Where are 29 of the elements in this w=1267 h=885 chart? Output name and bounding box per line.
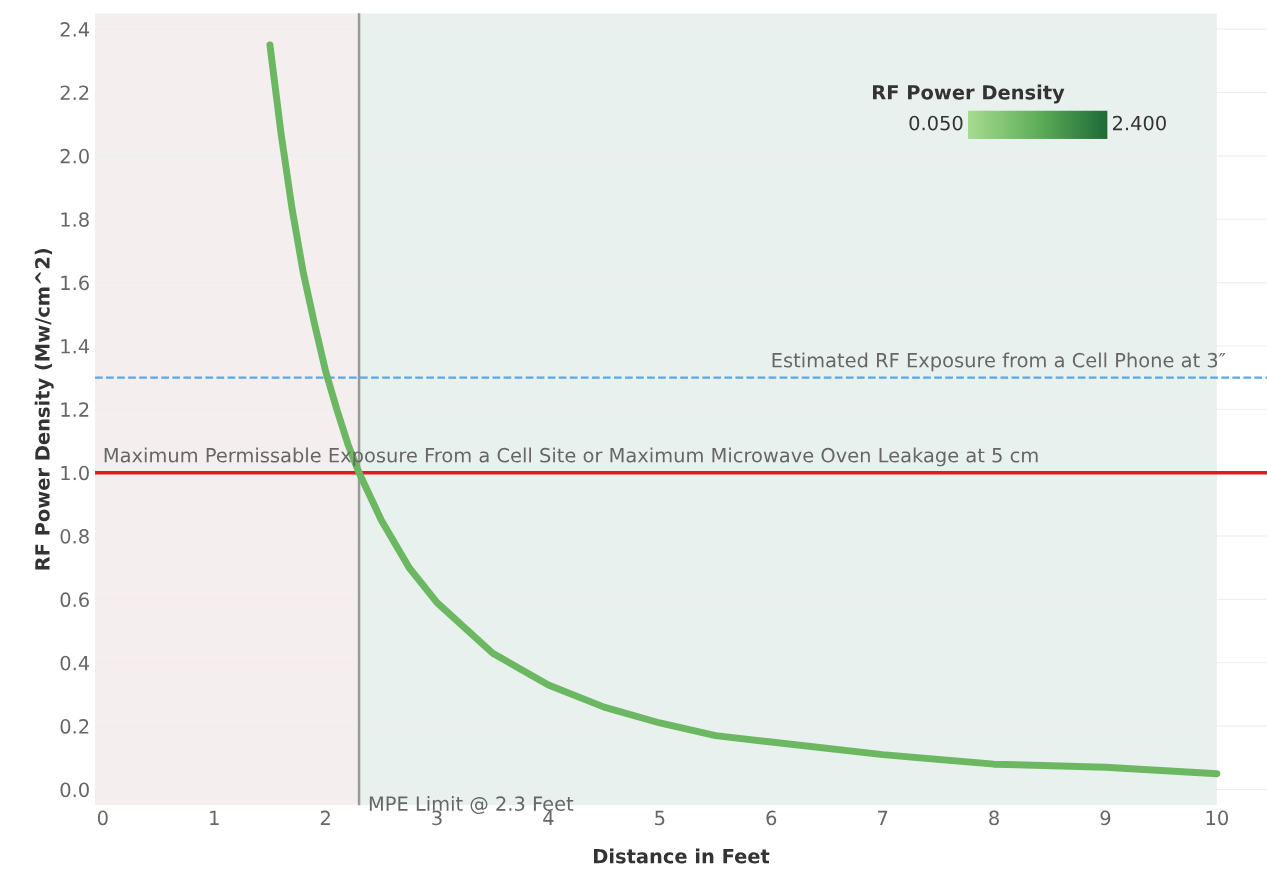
x-tick-label: 7 <box>878 810 888 825</box>
x-tick-label: 8 <box>989 810 999 826</box>
y-tick-label: 2.2 <box>60 85 89 100</box>
x-tick-label: 2 <box>320 810 330 825</box>
y-tick-label: 1.0 <box>61 465 89 481</box>
y-tick-label: 0.6 <box>60 592 89 608</box>
y-tick-label: 1.6 <box>61 275 89 291</box>
y-tick-label: 1.8 <box>61 212 89 227</box>
ref-line-label: Estimated RF Exposure from a Cell Phone at 3″ <box>772 352 1226 372</box>
y-tick-label: 0.8 <box>60 529 89 544</box>
x-tick-label: 1 <box>210 810 219 825</box>
color-bar-title: RF Power Density <box>873 84 1065 104</box>
x-tick-label: 10 <box>1206 810 1228 826</box>
x-tick-label: 9 <box>1100 810 1111 826</box>
x-tick-label: 4 <box>543 810 554 825</box>
y-tick-label: 1.4 <box>61 339 90 354</box>
x-tick-label: 5 <box>655 810 665 826</box>
x-axis-title: Distance in Feet <box>594 848 770 864</box>
y-axis-title: RF Power Density (Mw/cm^2) <box>34 248 54 570</box>
annotation: 2.400 <box>1112 115 1166 131</box>
y-tick-label: 2.0 <box>60 148 89 164</box>
y-tick-label: 0.4 <box>60 655 90 671</box>
annotation: 0.050 <box>909 115 963 131</box>
y-tick-label: 0.0 <box>60 782 89 798</box>
x-tick-label: 6 <box>766 810 777 826</box>
y-tick-label: 2.4 <box>60 22 90 37</box>
y-tick-label: 1.2 <box>61 402 89 417</box>
x-tick-label: 0 <box>97 810 108 826</box>
y-tick-label: 0.2 <box>60 719 89 734</box>
